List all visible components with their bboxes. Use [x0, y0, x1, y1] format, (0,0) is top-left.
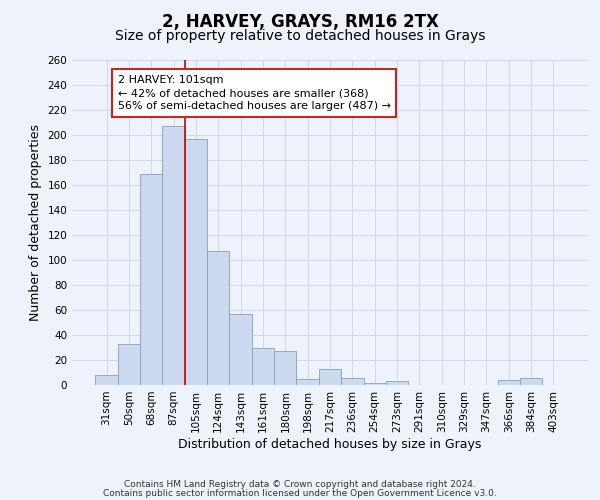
Bar	[252, 348, 274, 385]
Bar	[386, 381, 408, 385]
Bar	[520, 378, 542, 385]
Bar	[497, 380, 520, 385]
Bar	[185, 138, 207, 385]
Text: Contains public sector information licensed under the Open Government Licence v3: Contains public sector information licen…	[103, 490, 497, 498]
Bar	[229, 314, 252, 385]
Bar	[319, 369, 341, 385]
Bar	[95, 375, 118, 385]
Bar	[140, 174, 163, 385]
Bar	[163, 126, 185, 385]
Text: Size of property relative to detached houses in Grays: Size of property relative to detached ho…	[115, 29, 485, 43]
Bar	[207, 251, 229, 385]
Bar	[118, 344, 140, 385]
Text: 2, HARVEY, GRAYS, RM16 2TX: 2, HARVEY, GRAYS, RM16 2TX	[161, 12, 439, 30]
Text: Contains HM Land Registry data © Crown copyright and database right 2024.: Contains HM Land Registry data © Crown c…	[124, 480, 476, 489]
Bar	[341, 378, 364, 385]
Bar	[274, 351, 296, 385]
Bar	[296, 379, 319, 385]
Y-axis label: Number of detached properties: Number of detached properties	[29, 124, 42, 321]
X-axis label: Distribution of detached houses by size in Grays: Distribution of detached houses by size …	[178, 438, 482, 450]
Text: 2 HARVEY: 101sqm
← 42% of detached houses are smaller (368)
56% of semi-detached: 2 HARVEY: 101sqm ← 42% of detached house…	[118, 75, 391, 112]
Bar	[364, 382, 386, 385]
